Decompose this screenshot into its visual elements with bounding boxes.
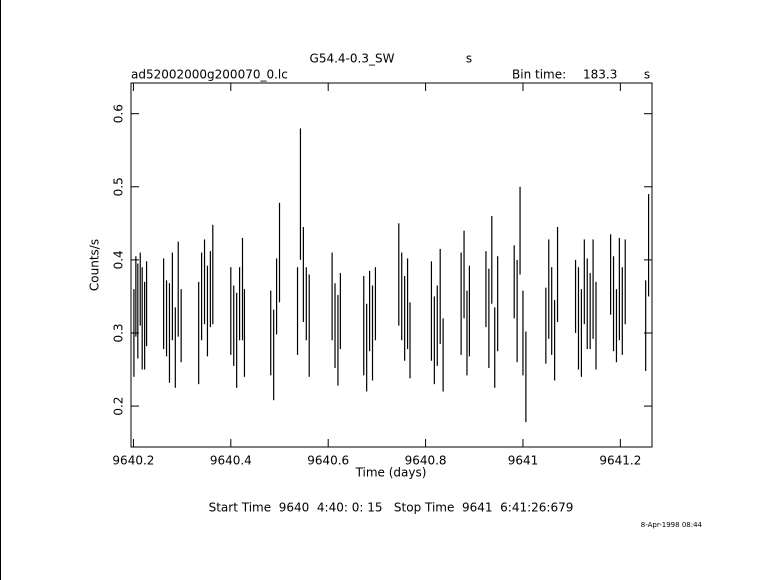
x-tick-label: 9640.8 — [405, 454, 447, 468]
chart-title: G54.4-0.3_SW — [310, 52, 395, 66]
bin-time-unit: s — [644, 68, 650, 82]
x-tick-label: 9641.2 — [599, 454, 641, 468]
bin-time-label: Bin time: — [512, 68, 566, 82]
y-axis-label: Counts/s — [88, 239, 102, 291]
bin-time: 183.3 — [583, 68, 617, 82]
footer: Start Time 9640 4:40: 0: 15 Stop Time 96… — [209, 501, 574, 515]
filename: ad52002000g200070_0.lc — [131, 68, 288, 82]
y-tick-label: 0.2 — [112, 397, 126, 416]
plot-frame — [130, 82, 653, 448]
title-unit: s — [466, 52, 472, 66]
x-tick-label: 9640.6 — [307, 454, 349, 468]
x-axis-label: Time (days) — [355, 466, 427, 480]
date: 8-Apr-1998 08:44 — [641, 521, 703, 529]
x-tick-label: 9640.2 — [112, 454, 154, 468]
x-tick-label: 9641 — [508, 454, 539, 468]
x-tick-label: 9640.4 — [210, 454, 252, 468]
y-tick-label: 0.3 — [112, 323, 126, 342]
y-tick-label: 0.6 — [112, 104, 126, 123]
y-tick-label: 0.5 — [112, 177, 126, 196]
y-tick-label: 0.4 — [112, 250, 126, 269]
